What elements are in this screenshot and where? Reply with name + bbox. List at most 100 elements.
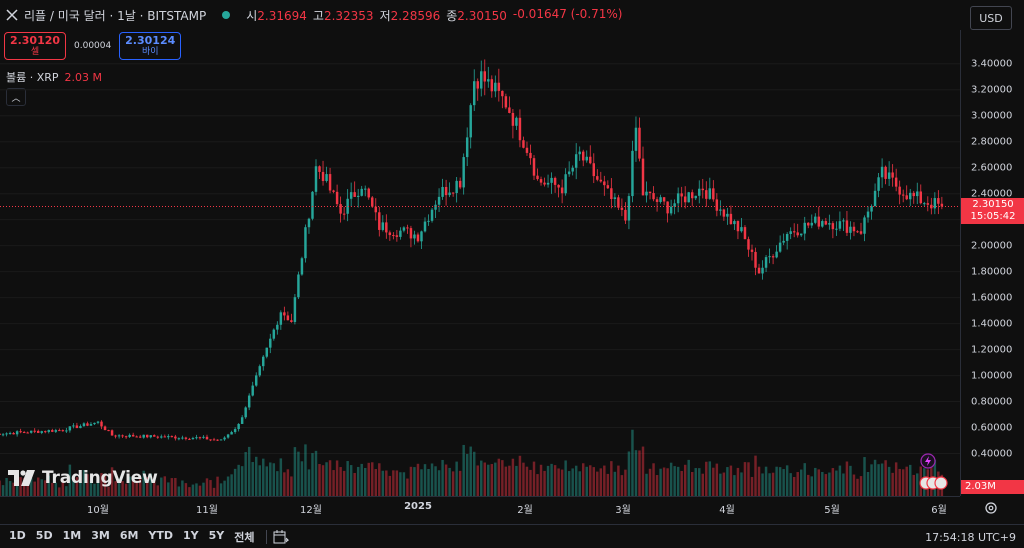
candle-body xyxy=(743,227,747,240)
gear-icon[interactable] xyxy=(984,501,998,515)
volume-bar xyxy=(184,483,188,496)
volume-bar xyxy=(722,472,726,496)
volume-bar xyxy=(592,467,596,496)
sell-button[interactable]: 2.30120 셀 xyxy=(4,32,66,60)
volume-bar xyxy=(26,485,29,496)
candle-body xyxy=(536,175,539,180)
candle-body xyxy=(884,166,887,179)
candle-body xyxy=(641,158,645,196)
sell-label: 셀 xyxy=(30,47,40,57)
volume-bar xyxy=(307,469,311,496)
volume-bar xyxy=(814,467,817,496)
range-button[interactable]: 1D xyxy=(9,528,26,542)
volume-bar xyxy=(469,446,472,496)
candle-body xyxy=(905,195,908,200)
volume-bar xyxy=(701,473,705,496)
volume-bar xyxy=(314,450,318,496)
calendar-range-icon[interactable] xyxy=(273,529,289,544)
volume-bar xyxy=(581,463,585,496)
clock[interactable]: 17:54:18 UTC+9 xyxy=(925,531,1016,544)
volume-bar xyxy=(12,482,15,496)
volume-bar xyxy=(360,463,363,496)
volume-bar xyxy=(807,474,810,496)
volume-bar xyxy=(163,476,167,496)
candle-body xyxy=(300,258,304,275)
candle-body xyxy=(93,422,96,425)
volume-legend[interactable]: 볼륨 · XRP 2.03 M xyxy=(6,69,102,85)
candle-body xyxy=(307,218,311,228)
currency-selector[interactable]: USD xyxy=(970,6,1012,30)
volume-bar xyxy=(262,458,265,496)
volume-bar xyxy=(138,477,142,496)
volume-bar xyxy=(856,478,859,496)
bottom-toolbar: 1D 5D 1M 3M 6M YTD 1Y 5Y 전체 17:54:18 UTC+9 xyxy=(0,524,1024,548)
candle-body xyxy=(290,320,293,322)
candle-body xyxy=(638,127,641,159)
candle-body xyxy=(574,154,578,168)
volume-bar xyxy=(465,453,469,496)
candle-body xyxy=(698,188,701,196)
range-button[interactable]: 1M xyxy=(62,528,82,542)
candle-body xyxy=(181,437,184,439)
buy-button[interactable]: 2.30124 바이 xyxy=(119,32,182,60)
range-button[interactable]: 1Y xyxy=(183,528,199,542)
range-button[interactable]: 전체 xyxy=(234,530,255,544)
candle-body xyxy=(437,196,441,205)
candle-body xyxy=(472,81,476,106)
time-axis[interactable]: 10월 11월 12월 2025 2월 3월 4월 5월 6월 xyxy=(0,496,960,519)
volume-bar xyxy=(652,463,655,496)
candle-body xyxy=(838,221,842,229)
symbol-title[interactable]: 리플 / 미국 달러 · 1날 · BITSTAMP xyxy=(24,8,207,23)
candle-body xyxy=(522,140,525,148)
collapse-legend-button[interactable]: ︿ xyxy=(6,88,26,106)
candle-body xyxy=(283,312,286,316)
candle-body xyxy=(388,232,392,236)
candle-body xyxy=(669,206,673,214)
volume-bar xyxy=(374,469,378,496)
last-price: 2.30150 xyxy=(972,199,1014,211)
volume-bar xyxy=(589,465,592,496)
price-axis[interactable]: 3.40000 3.20000 3.00000 2.80000 2.60000 2.400… xyxy=(960,30,1024,496)
price-tick-label: 2.80000 xyxy=(971,136,1013,148)
candle-body xyxy=(304,227,307,259)
volume-bar xyxy=(655,475,659,496)
candle-body xyxy=(107,430,110,432)
volume-bar xyxy=(100,473,103,496)
price-chart[interactable] xyxy=(0,30,960,496)
candle-body xyxy=(195,437,198,439)
candle-body xyxy=(61,430,65,432)
trade-panel: 2.30120 셀 0.00004 2.30124 바이 xyxy=(4,32,182,60)
volume-bar xyxy=(511,458,515,496)
candle-body xyxy=(771,256,775,258)
volume-bar xyxy=(838,465,842,496)
buy-price: 2.30124 xyxy=(125,34,176,47)
range-button[interactable]: 5Y xyxy=(208,528,225,542)
volume-bar xyxy=(444,464,448,496)
volume-bar xyxy=(216,476,219,496)
range-button[interactable]: 5D xyxy=(35,528,53,542)
candle-body xyxy=(349,192,353,199)
volume-bar xyxy=(553,465,557,496)
candle-body xyxy=(100,421,103,427)
volume-bar xyxy=(156,485,160,496)
range-button[interactable]: YTD xyxy=(148,528,174,542)
volume-bar xyxy=(708,461,712,496)
tradingview-logo[interactable]: TradingView xyxy=(8,468,158,488)
candle-body xyxy=(901,194,905,196)
candle-body xyxy=(648,191,652,194)
candle-body xyxy=(694,195,697,199)
volume-bar xyxy=(103,475,107,496)
volume-bar xyxy=(578,471,581,496)
events-markers[interactable] xyxy=(918,452,950,492)
candle-body xyxy=(138,436,142,438)
candle-body xyxy=(599,179,603,182)
candle-body xyxy=(188,438,191,440)
volume-bar xyxy=(356,466,360,496)
candle-body xyxy=(733,221,736,225)
volume-bar xyxy=(269,462,272,496)
volume-bar xyxy=(195,483,198,496)
range-button[interactable]: 6M xyxy=(119,528,139,542)
high-label: 고 xyxy=(312,8,324,23)
range-button[interactable]: 3M xyxy=(91,528,110,542)
candle-body xyxy=(360,188,363,196)
